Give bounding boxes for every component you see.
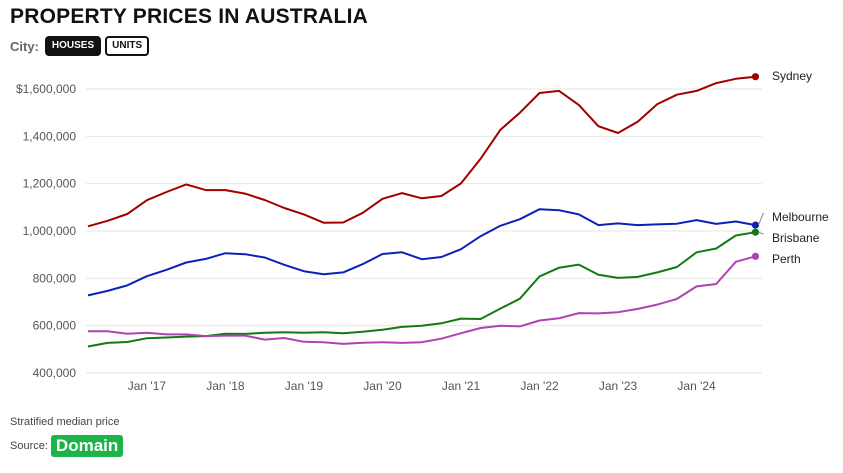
line-chart: 400,000 600,000 800,000 1,000,000 1,200,000 1… [16, 69, 829, 393]
y-tick-label: $1,600,000 [16, 82, 76, 96]
city-selector: City: HOUSES UNITS [10, 36, 150, 56]
domain-logo[interactable]: Domain [50, 435, 124, 457]
y-tick-label: 600,000 [33, 319, 77, 333]
houses-toggle-button[interactable]: HOUSES [44, 36, 102, 56]
gridlines [86, 88, 762, 374]
y-axis-ticks: 400,000 600,000 800,000 1,000,000 1,200,000 1… [16, 82, 76, 380]
city-label: City: [10, 38, 39, 54]
units-toggle-button[interactable]: UNITS [105, 36, 150, 56]
x-tick-label: Jan '17 [128, 379, 167, 393]
series-label-perth: Perth [772, 252, 801, 266]
y-tick-label: 800,000 [33, 271, 77, 285]
series-lines [87, 75, 756, 348]
end-marker-sydney [751, 73, 760, 81]
x-tick-label: Jan '18 [206, 379, 245, 393]
series-line-perth [88, 255, 756, 345]
end-marker-perth [751, 252, 760, 260]
y-tick-label: 400,000 [33, 366, 77, 380]
x-tick-label: Jan '22 [520, 379, 559, 393]
label-leader [757, 212, 764, 226]
series-label-sydney: Sydney [772, 69, 812, 83]
end-marker-melbourne [751, 221, 760, 229]
x-tick-label: Jan '20 [363, 379, 402, 393]
series-line-sydney [87, 75, 756, 228]
end-marker-brisbane [751, 228, 760, 236]
y-tick-label: 1,000,000 [23, 224, 77, 238]
x-tick-label: Jan '21 [442, 379, 481, 393]
series-line-brisbane [87, 231, 756, 348]
label-leader [758, 231, 764, 235]
series-label-brisbane: Brisbane [772, 231, 820, 245]
x-tick-label: Jan '23 [599, 379, 638, 393]
series-line-melbourne [87, 208, 756, 297]
x-tick-label: Jan '24 [677, 379, 716, 393]
source-credit: Source: Domain [10, 435, 124, 457]
x-axis-ticks: Jan '17 Jan '18 Jan '19 Jan '20 Jan '21 Jan '… [128, 379, 716, 393]
x-tick-label: Jan '19 [285, 379, 324, 393]
series-label-melbourne: Melbourne [772, 210, 829, 224]
y-tick-label: 1,400,000 [23, 129, 77, 143]
y-tick-label: 1,200,000 [23, 177, 77, 191]
chart-title: PROPERTY PRICES IN AUSTRALIA [10, 5, 368, 28]
chart-note: Stratified median price [10, 416, 120, 428]
series-end-markers: Sydney Melbourne Brisbane Perth [751, 69, 829, 266]
source-label: Source: [10, 440, 48, 452]
